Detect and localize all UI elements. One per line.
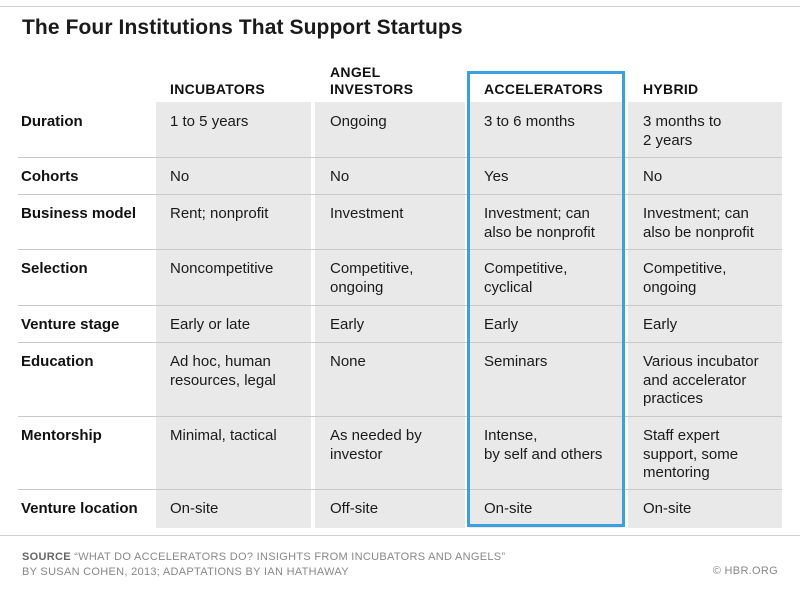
cell: Investment; can also be nonprofit xyxy=(643,205,754,241)
cell: Investment xyxy=(330,205,404,222)
cell: No xyxy=(643,168,663,185)
column-header-angel-investors: ANGEL INVESTORS xyxy=(330,64,414,97)
cell: Intense, by self and others xyxy=(484,427,603,463)
row-label-venture-stage: Venture stage xyxy=(21,316,120,333)
cell: Early xyxy=(484,316,519,333)
cell: Competitive, ongoing xyxy=(643,260,727,296)
cell: No xyxy=(170,168,190,185)
cell: Rent; nonprofit xyxy=(170,205,269,222)
source-label: SOURCE xyxy=(22,551,71,563)
row-divider xyxy=(18,416,782,417)
cell: Early xyxy=(643,316,678,333)
row-divider xyxy=(18,194,782,195)
cell: Ongoing xyxy=(330,113,387,130)
row-divider xyxy=(18,489,782,490)
column-header-hybrid: HYBRID xyxy=(643,81,699,97)
top-rule xyxy=(0,6,800,7)
row-divider xyxy=(18,305,782,306)
cell: Investment; can also be nonprofit xyxy=(484,205,595,241)
bottom-rule xyxy=(0,535,800,536)
source-text: “WHAT DO ACCELERATORS DO? INSIGHTS FROM … xyxy=(74,551,506,563)
cell: Ad hoc, human resources, legal xyxy=(170,353,276,389)
cell: Noncompetitive xyxy=(170,260,274,277)
accelerators-highlight-box xyxy=(467,71,625,527)
cell: Early or late xyxy=(170,316,251,333)
row-label-business-model: Business model xyxy=(21,205,137,222)
column-bg-accelerators xyxy=(469,102,623,528)
column-bg-angel-investors xyxy=(315,102,465,528)
cell: 3 months to 2 years xyxy=(643,113,722,149)
cell: On-site xyxy=(643,500,692,517)
cell: Staff expert support, some mentoring xyxy=(643,427,739,481)
cell: As needed by investor xyxy=(330,427,422,463)
cell: On-site xyxy=(170,500,219,517)
cell: On-site xyxy=(484,500,533,517)
row-divider xyxy=(18,157,782,158)
cell: Yes xyxy=(484,168,509,185)
column-header-incubators: INCUBATORS xyxy=(170,81,266,97)
column-bg-incubators xyxy=(156,102,311,528)
cell: 1 to 5 years xyxy=(170,113,249,130)
cell: Competitive, cyclical xyxy=(484,260,568,296)
cell: Various incubator and accelerator practi… xyxy=(643,353,759,407)
row-divider xyxy=(18,249,782,250)
row-label-venture-location: Venture location xyxy=(21,500,138,517)
cell: Seminars xyxy=(484,353,548,370)
cell: None xyxy=(330,353,366,370)
column-header-accelerators: ACCELERATORS xyxy=(484,81,603,97)
cell: Competitive, ongoing xyxy=(330,260,414,296)
page-title: The Four Institutions That Support Start… xyxy=(22,16,463,39)
cell: Minimal, tactical xyxy=(170,427,277,444)
source-text-line2: BY SUSAN COHEN, 2013; ADAPTATIONS BY IAN… xyxy=(22,566,349,578)
source-note: SOURCE “WHAT DO ACCELERATORS DO? INSIGHT… xyxy=(22,550,505,580)
row-label-selection: Selection xyxy=(21,260,88,277)
row-label-education: Education xyxy=(21,353,94,370)
row-divider xyxy=(18,342,782,343)
cell: No xyxy=(330,168,350,185)
cell: Early xyxy=(330,316,365,333)
row-label-cohorts: Cohorts xyxy=(21,168,79,185)
column-bg-hybrid xyxy=(628,102,782,528)
copyright: © HBR.ORG xyxy=(712,565,778,577)
cell: 3 to 6 months xyxy=(484,113,575,130)
row-label-mentorship: Mentorship xyxy=(21,427,102,444)
row-label-duration: Duration xyxy=(21,113,83,130)
cell: Off-site xyxy=(330,500,379,517)
